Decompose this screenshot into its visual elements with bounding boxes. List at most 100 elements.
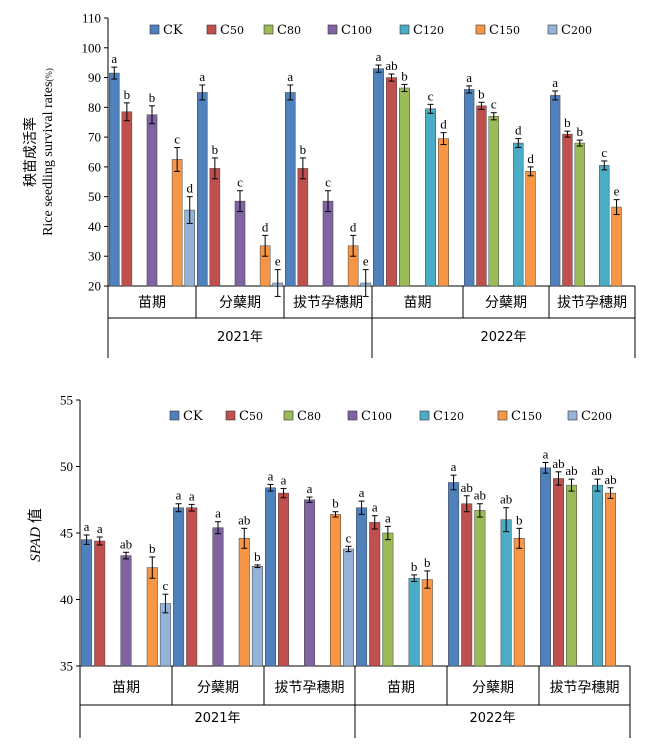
legend-label-CK: CK xyxy=(163,23,183,38)
significance-letter: ab xyxy=(120,536,132,551)
bar-C150 xyxy=(611,206,622,287)
significance-letter: a xyxy=(307,481,313,496)
significance-letter: a xyxy=(543,447,549,462)
bar-CK xyxy=(549,95,561,287)
bar-C50 xyxy=(476,105,487,287)
significance-letter: ab xyxy=(238,512,250,527)
bar-CK xyxy=(285,92,296,287)
bar-CK xyxy=(463,89,475,287)
bar-C50 xyxy=(278,492,289,667)
significance-letter: a xyxy=(451,459,457,474)
significance-letter: ab xyxy=(565,463,577,478)
significance-letter: a xyxy=(97,521,103,536)
bar-C100 xyxy=(212,527,224,667)
significance-letter: ab xyxy=(461,480,473,495)
bar-C50 xyxy=(209,168,221,287)
significance-letter: c xyxy=(325,175,331,190)
significance-letter: b xyxy=(564,115,571,130)
bar-C100 xyxy=(120,555,132,667)
bar-C100 xyxy=(146,114,158,287)
bar-C50 xyxy=(369,522,381,667)
legend-label-C100: C100 xyxy=(361,409,392,424)
bar-C50 xyxy=(553,478,564,667)
bar-C80 xyxy=(474,510,486,667)
y-tick-label: 80 xyxy=(88,100,101,115)
bar-C120 xyxy=(408,577,420,667)
significance-letter: b xyxy=(332,496,339,511)
significance-letter: b xyxy=(149,541,156,556)
legend-swatch-CK xyxy=(149,24,160,35)
group-label: 分蘖期 xyxy=(485,295,527,311)
y-tick-label: 30 xyxy=(88,249,101,264)
significance-letter: a xyxy=(372,500,378,515)
significance-letter: a xyxy=(281,472,287,487)
significance-letter: d xyxy=(527,151,534,166)
bar-C50 xyxy=(297,168,309,287)
legend-label-C100: C100 xyxy=(341,23,372,38)
y-tick-label: 55 xyxy=(60,393,73,408)
significance-letter: a xyxy=(466,70,472,85)
bar-CK xyxy=(265,487,276,667)
significance-letter: ab xyxy=(552,456,564,471)
year-label: 2021年 xyxy=(194,711,240,726)
bar-C100 xyxy=(304,499,315,667)
bar-C200 xyxy=(251,566,263,667)
significance-letter: a xyxy=(376,49,382,64)
significance-letter: a xyxy=(287,69,293,84)
significance-letter: a xyxy=(215,506,221,521)
group-label: 苗期 xyxy=(112,680,140,696)
y-tick-label: 40 xyxy=(88,219,101,234)
bar-C120 xyxy=(592,484,603,667)
significance-letter: b xyxy=(212,142,219,157)
year-label: 2021年 xyxy=(217,330,263,345)
bar-CK xyxy=(173,507,185,667)
bar-C80 xyxy=(382,532,394,667)
group-label: 分蘖期 xyxy=(219,295,261,311)
significance-letter: ab xyxy=(591,463,603,478)
bar-C150 xyxy=(238,538,250,667)
y-axis-title-en: Rice seedling survival rates(%) xyxy=(41,68,56,236)
significance-letter: c xyxy=(237,175,243,190)
group-label: 分蘖期 xyxy=(472,680,514,696)
bar-C150 xyxy=(330,514,341,667)
legend-label-C80: C80 xyxy=(277,23,301,38)
bar-C120 xyxy=(500,519,512,667)
bar-C150 xyxy=(171,159,183,287)
bar-C100 xyxy=(234,200,246,287)
significance-letter: a xyxy=(84,519,90,534)
bar-CK xyxy=(109,72,120,287)
bar-C80 xyxy=(566,484,577,667)
group-label: 拔节孕穗期 xyxy=(550,680,620,696)
legend-swatch-C150 xyxy=(475,24,486,35)
significance-letter: d xyxy=(515,123,522,138)
group-label: 苗期 xyxy=(387,680,415,696)
legend-swatch-C50 xyxy=(206,24,217,35)
significance-letter: b xyxy=(478,86,485,101)
significance-letter: a xyxy=(359,485,365,500)
bar-C80 xyxy=(574,142,585,287)
legend-label-C150: C150 xyxy=(511,409,542,424)
significance-letter: b xyxy=(124,87,131,102)
y-tick-label: 90 xyxy=(88,70,101,85)
significance-letter: d xyxy=(440,117,447,132)
survival-rate-chart: CK C50 C80 C100 C120 C150 C200 20 30 40 50 60 70 80 90… xyxy=(22,11,636,358)
significance-letter: ab xyxy=(385,58,397,73)
significance-letter: b xyxy=(576,124,583,139)
y-tick-label: 100 xyxy=(82,40,102,55)
significance-letter: ab xyxy=(604,472,616,487)
group-label: 苗期 xyxy=(138,295,166,311)
significance-letter: c xyxy=(491,97,497,112)
significance-letter: b xyxy=(424,555,431,570)
bar-C50 xyxy=(562,133,573,287)
y-tick-label: 50 xyxy=(60,459,73,474)
significance-letter: c xyxy=(163,578,169,593)
legend-label-C200: C200 xyxy=(561,23,592,38)
legend-swatch-C100 xyxy=(347,410,358,421)
legend-swatch-C100 xyxy=(327,24,338,35)
legend-swatch-C120 xyxy=(399,24,410,35)
bar-C200 xyxy=(343,548,354,667)
bar-C120 xyxy=(425,108,436,287)
bar-C150 xyxy=(421,579,433,667)
significance-letter: e xyxy=(614,184,620,199)
significance-letter: a xyxy=(176,488,182,503)
